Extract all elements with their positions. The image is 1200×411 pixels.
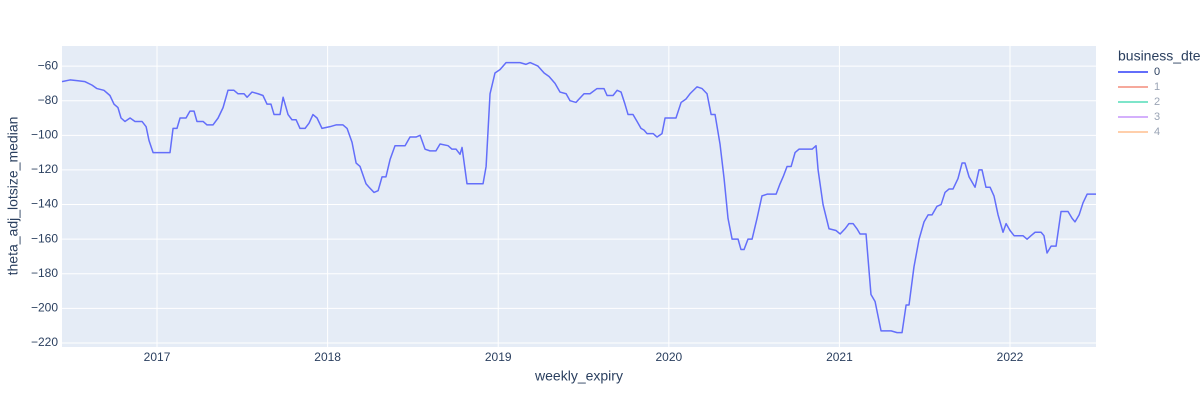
x-tick-label: 2022 (997, 350, 1024, 364)
x-tick-label: 2021 (826, 350, 853, 364)
y-tick-label: −60 (38, 58, 59, 72)
legend-label[interactable]: 2 (1154, 96, 1160, 108)
grid (62, 46, 1096, 347)
x-tick-label: 2020 (655, 350, 682, 364)
x-tick-label: 2019 (485, 350, 512, 364)
y-tick-label: −160 (31, 231, 58, 245)
x-tick-label: 2018 (314, 350, 341, 364)
y-axis-title: theta_adj_lotsize_median (5, 117, 21, 276)
legend-label[interactable]: 3 (1154, 111, 1160, 123)
legend-title: business_dte (1118, 48, 1200, 64)
y-tick-label: −200 (31, 301, 58, 315)
lines (61, 61, 1096, 334)
legend-label[interactable]: 1 (1154, 81, 1160, 93)
x-axis-title: weekly_expiry (534, 368, 623, 384)
y-tick-label: −220 (31, 335, 58, 349)
y-tick-label: −140 (31, 197, 58, 211)
series-line (61, 61, 1096, 334)
legend-label[interactable]: 0 (1154, 66, 1160, 78)
y-tick-label: −80 (38, 93, 59, 107)
y-tick-label: −120 (31, 162, 58, 176)
legend[interactable]: business_dte 0 1 2 3 4 (1118, 48, 1200, 138)
y-tick-label: −100 (31, 127, 58, 141)
y-tick-label: −180 (31, 266, 58, 280)
x-tick-label: 2017 (144, 350, 171, 364)
legend-label[interactable]: 4 (1154, 126, 1160, 138)
plot-area (62, 46, 1096, 347)
